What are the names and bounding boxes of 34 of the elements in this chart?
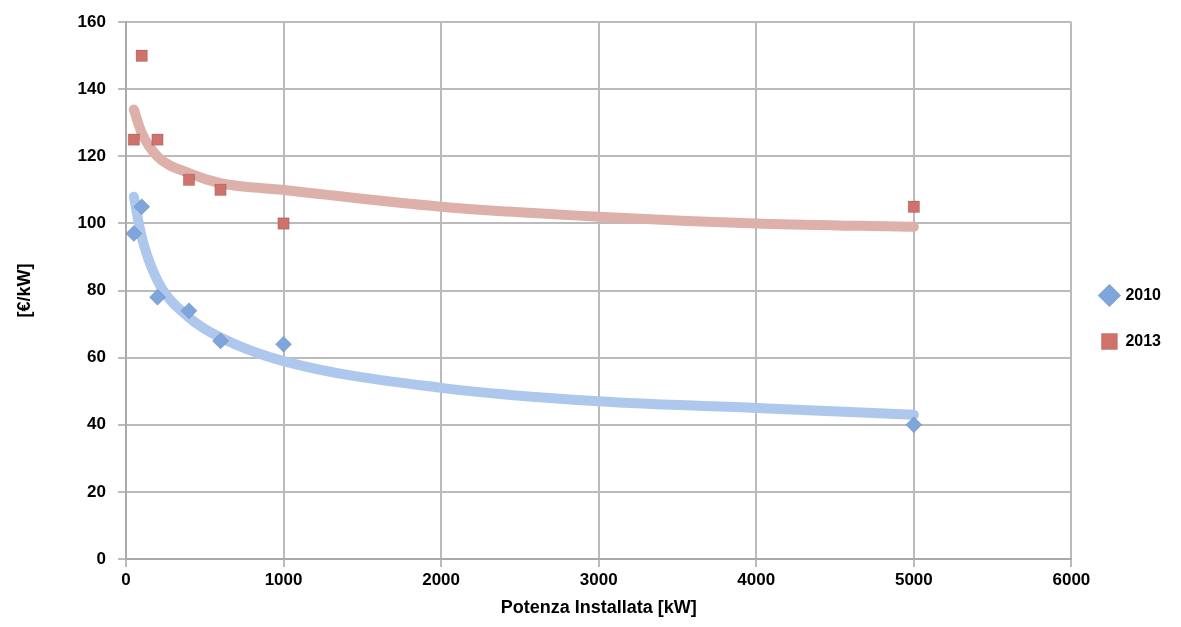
point [148, 288, 166, 306]
y-tick-label: 40 [87, 414, 106, 434]
point [127, 133, 140, 146]
x-tick-label: 0 [121, 569, 131, 589]
y-tick-label: 140 [77, 78, 106, 98]
y-tick-label: 0 [96, 548, 106, 568]
legend-label: 2010 [1125, 285, 1162, 303]
x-tick-label: 2000 [422, 569, 461, 589]
y-tick-label: 120 [77, 146, 106, 166]
y-tick-label: 60 [87, 347, 106, 367]
point [275, 335, 293, 353]
x-tick-label: 3000 [579, 569, 618, 589]
y-tick-label: 20 [87, 481, 106, 501]
point [151, 133, 164, 146]
x-tick-label: 5000 [894, 569, 933, 589]
point [214, 183, 227, 197]
y-axis-title: [€/kW] [13, 263, 34, 318]
point [180, 302, 198, 320]
x-axis-title: Potenza Installata [kW] [500, 597, 697, 618]
point [212, 332, 230, 350]
point [133, 198, 151, 216]
y-tick-label: 160 [77, 11, 106, 31]
y-tick-label: 80 [87, 280, 106, 300]
y-tick-label: 100 [77, 213, 106, 233]
point [905, 416, 923, 434]
point [125, 225, 143, 243]
point [182, 173, 196, 187]
legend-label: 2013 [1125, 331, 1162, 349]
point [135, 49, 148, 62]
point [277, 217, 290, 230]
x-tick-label: 1000 [264, 569, 303, 589]
point [907, 200, 920, 213]
x-tick-label: 4000 [737, 569, 776, 589]
x-tick-label: 6000 [1052, 569, 1091, 589]
